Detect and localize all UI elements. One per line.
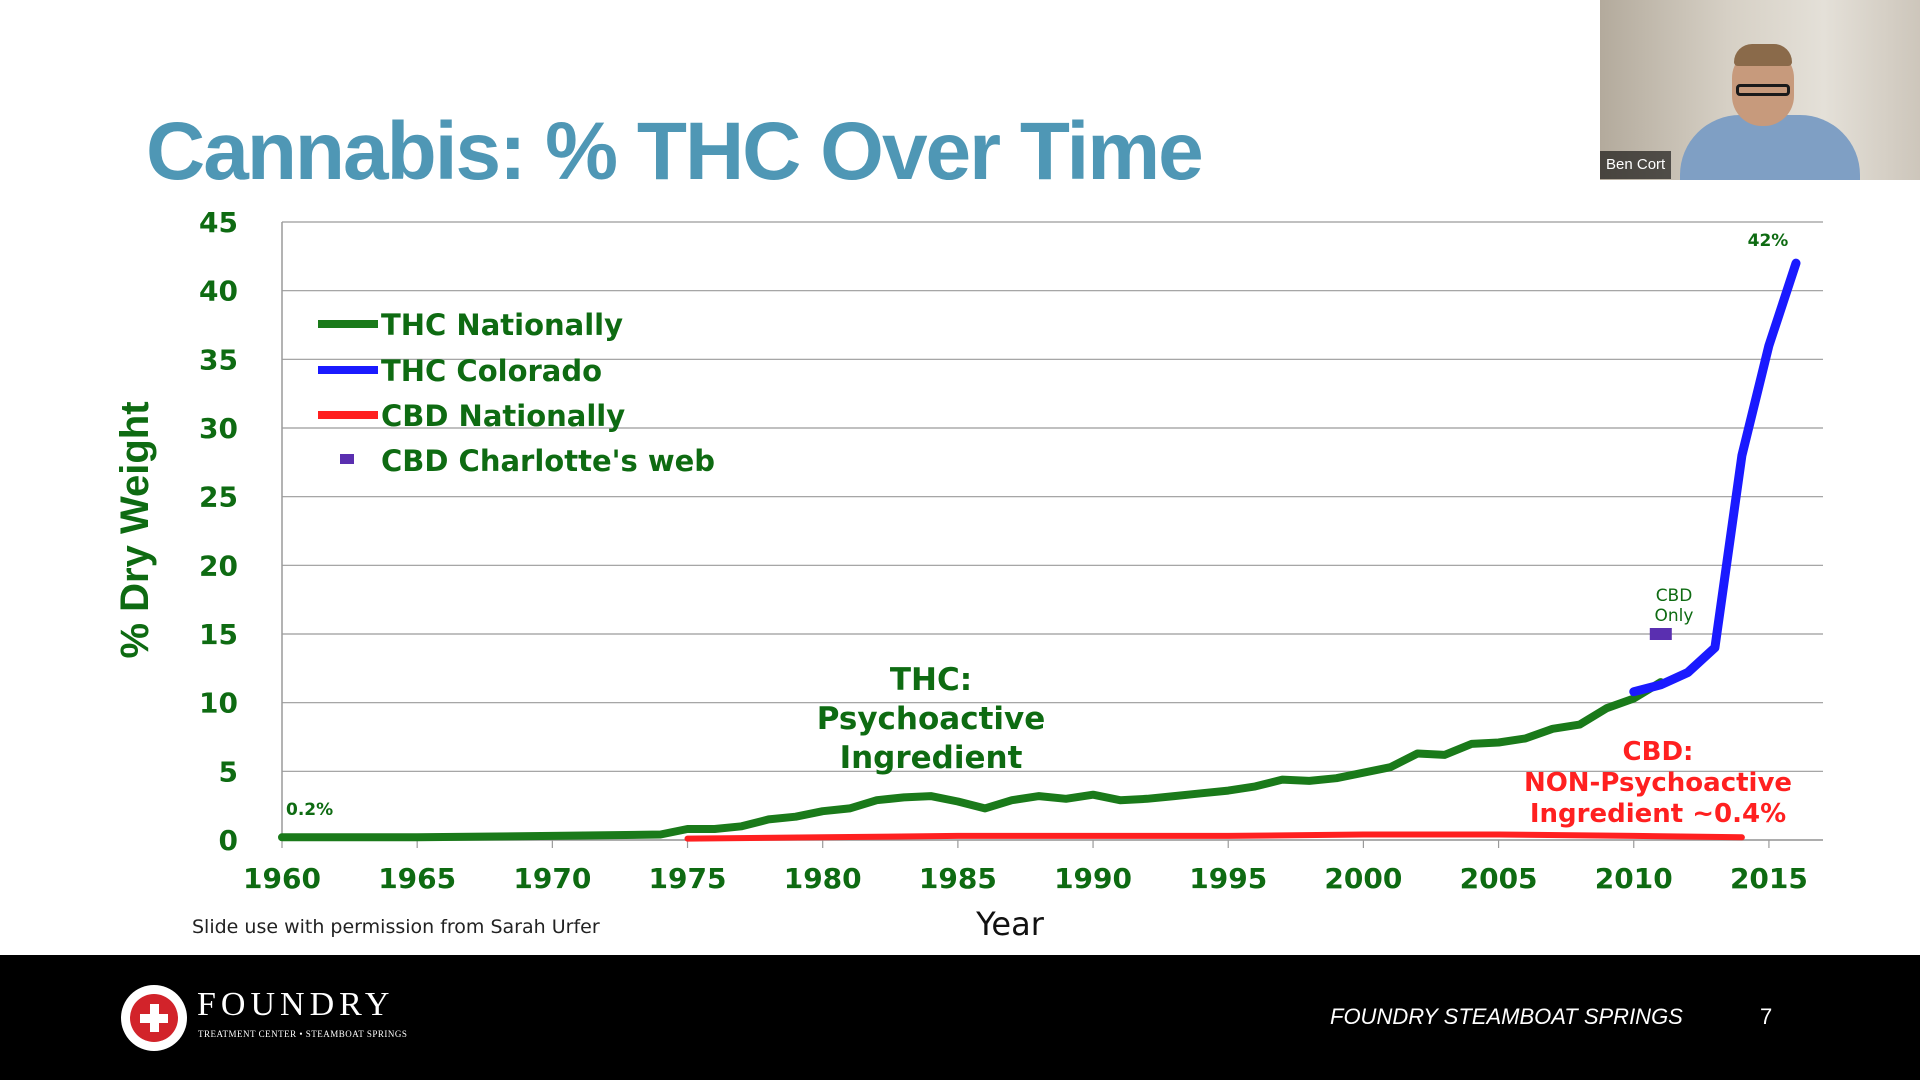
y-tick-label: 20: [199, 549, 238, 582]
logo-inner-circle: [130, 994, 178, 1042]
cbd-annotation: NON-Psychoactive: [1524, 768, 1792, 798]
x-tick-label: 2005: [1460, 862, 1538, 895]
participant-name-label: Ben Cort: [1600, 151, 1672, 179]
y-tick-label: 0: [219, 824, 238, 857]
x-tick-label: 1975: [649, 862, 727, 895]
x-tick-label: 2010: [1595, 862, 1673, 895]
x-tick-label: 1985: [919, 862, 997, 895]
x-axis-title: Year: [975, 905, 1045, 943]
x-tick-label: 2000: [1324, 862, 1402, 895]
slide-title: Cannabis: % THC Over Time: [146, 106, 1204, 197]
y-tick-label: 30: [199, 412, 238, 445]
participant-hair: [1734, 44, 1792, 66]
page-number: 7: [1760, 1004, 1773, 1029]
legend-label: CBD Charlotte's web: [381, 444, 715, 478]
legend-label: THC Colorado: [381, 354, 602, 388]
x-tick-label: 1960: [243, 862, 321, 895]
y-tick-label: 40: [199, 275, 238, 308]
cbd-annotation: CBD:: [1623, 737, 1694, 767]
x-tick-label: 1995: [1189, 862, 1267, 895]
brand-name: FOUNDRY: [197, 986, 395, 1023]
cbd-charlottes-web-point: [1649, 628, 1672, 640]
legend-label: CBD Nationally: [381, 399, 625, 433]
thc-line-chart: 0 5 10 15 20 25 30 35 40 45 1960 1965 1970 1975 1980 19…: [113, 206, 1823, 943]
series-line-cbd-nationally: [684, 831, 1745, 842]
y-tick-label: 15: [199, 618, 238, 651]
thc-annotation: THC:: [890, 662, 972, 698]
x-tick-label: 1980: [784, 862, 862, 895]
red-cross-logo-icon: [121, 985, 187, 1051]
legend-marker: [340, 454, 354, 464]
participant-shirt: [1680, 115, 1860, 180]
footer-organization: FOUNDRY STEAMBOAT SPRINGS: [1330, 1004, 1683, 1029]
cbd-annotation: Ingredient ~0.4%: [1530, 799, 1786, 829]
y-tick-label: 35: [199, 343, 238, 376]
brand-tagline: TREATMENT CENTER • STEAMBOAT SPRINGS: [198, 1029, 408, 1039]
slide-footer: [0, 955, 1920, 1080]
x-tick-label: 1990: [1054, 862, 1132, 895]
y-tick-label: 25: [199, 481, 238, 514]
cbd-only-label: Only: [1655, 606, 1694, 626]
end-value-label: 42%: [1748, 231, 1789, 251]
thc-annotation: Ingredient: [840, 740, 1023, 776]
participant-glasses: [1736, 84, 1790, 96]
y-tick-label: 10: [199, 687, 238, 720]
series-line-thc-nationally: [278, 678, 1665, 842]
logo-cross-horizontal: [140, 1014, 168, 1023]
cbd-only-label: CBD: [1656, 586, 1693, 606]
y-tick-label: 5: [219, 755, 238, 788]
series-line-thc-colorado: [1629, 258, 1801, 697]
thc-annotation: Psychoactive: [817, 701, 1046, 737]
participant-video-tile[interactable]: Ben Cort: [1600, 0, 1920, 180]
x-tick-label: 1970: [513, 862, 591, 895]
y-tick-label: 45: [199, 206, 238, 239]
x-tick-label: 2015: [1730, 862, 1808, 895]
x-tick-label: 1965: [378, 862, 456, 895]
legend-label: THC Nationally: [381, 308, 623, 342]
start-value-label: 0.2%: [286, 800, 333, 820]
slide-credit: Slide use with permission from Sarah Urf…: [192, 916, 600, 938]
y-axis-title: % Dry Weight: [113, 401, 157, 658]
